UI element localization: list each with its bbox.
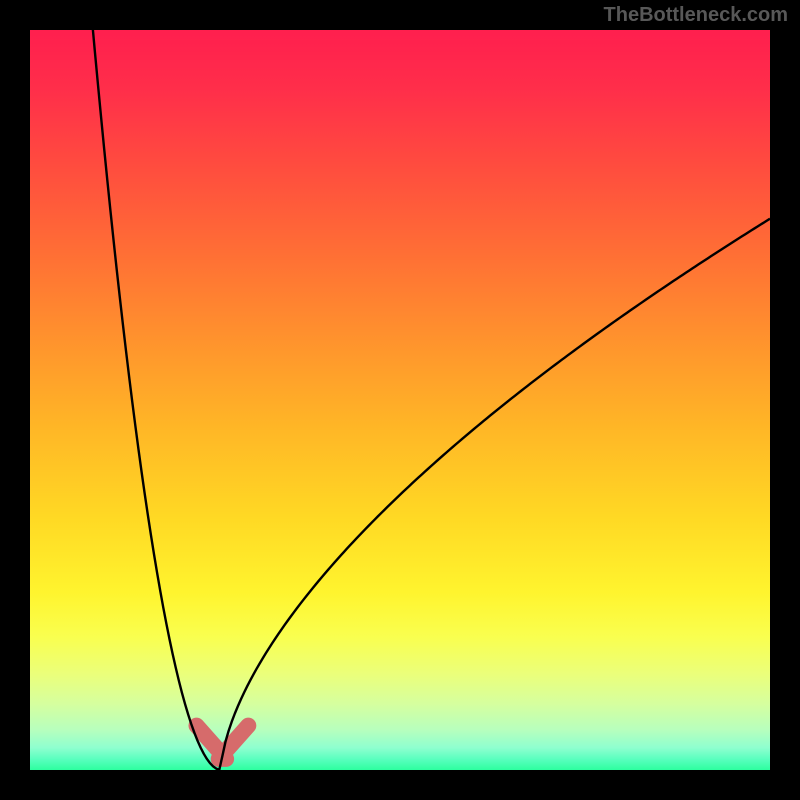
chart-svg: [0, 0, 800, 800]
watermark-text: TheBottleneck.com: [604, 4, 788, 27]
chart-container: TheBottleneck.com: [0, 0, 800, 800]
